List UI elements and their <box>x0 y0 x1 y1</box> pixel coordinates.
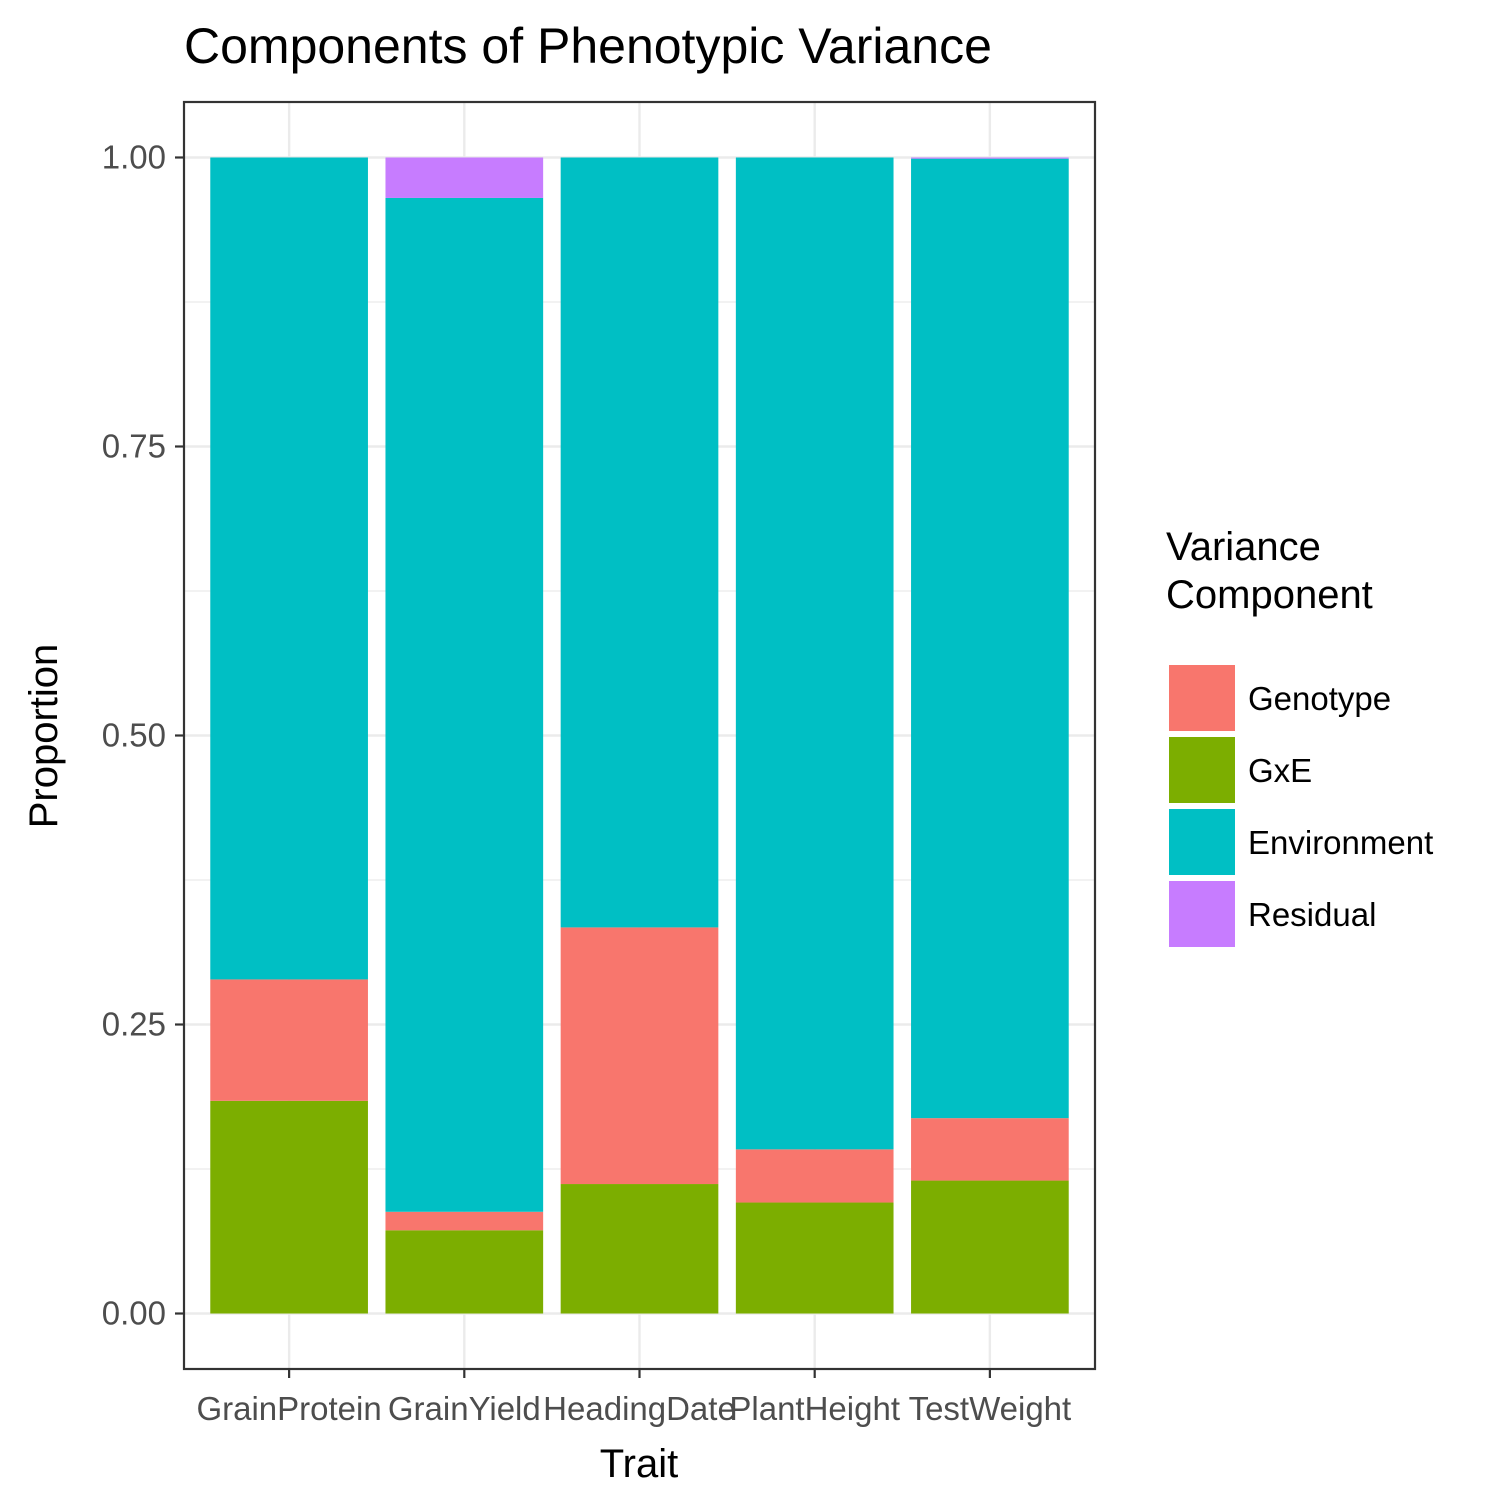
legend-title: Variance Component <box>1166 525 1373 617</box>
bar-segment-grainprotein-gxe <box>210 1100 368 1314</box>
x-tick-label: GrainProtein <box>196 1390 381 1427</box>
x-tick-label: GrainYield <box>388 1390 541 1427</box>
bar-segment-testweight-environment <box>911 158 1069 1119</box>
x-tick-label: HeadingDate <box>543 1390 736 1427</box>
bar-segment-headingdate-gxe <box>560 1184 719 1314</box>
y-axis-title: Proportion <box>22 644 66 829</box>
y-tick-label: 1.00 <box>102 138 166 175</box>
bar-segment-testweight-genotype <box>911 1118 1069 1181</box>
bar-segment-grainyield-genotype <box>385 1211 544 1231</box>
x-axis: GrainProtein GrainYield HeadingDatePlantHe… <box>196 1369 1071 1427</box>
bar-segment-headingdate-genotype <box>560 927 719 1185</box>
x-tick-label: TestWeight <box>909 1390 1072 1427</box>
bar-segment-grainyield-environment <box>385 197 544 1212</box>
legend-key-genotype <box>1169 665 1235 731</box>
bar-segment-testweight-gxe <box>911 1180 1069 1314</box>
y-tick-label: 0.75 <box>102 427 166 464</box>
bar-segment-plantheight-gxe <box>735 1202 894 1314</box>
legend-label-gxe: GxE <box>1248 752 1312 789</box>
bar-segment-grainyield-residual <box>385 157 544 198</box>
legend: Variance Component Genotype GxE Environment R… <box>1166 525 1433 947</box>
y-axis: 0.00 0.25 0.50 0.75 1.00 <box>102 138 184 1332</box>
x-axis-title: Trait <box>600 1442 679 1486</box>
y-tick-label: 0.00 <box>102 1295 166 1332</box>
legend-key-environment <box>1169 809 1235 875</box>
bar-segment-grainyield-gxe <box>385 1230 544 1314</box>
bar-segment-headingdate-environment <box>560 157 719 928</box>
y-tick-label: 0.50 <box>102 717 166 754</box>
bar-segment-plantheight-genotype <box>735 1149 894 1203</box>
chart-title: Components of Phenotypic Variance <box>184 18 992 74</box>
bars <box>210 157 1069 1314</box>
y-tick-label: 0.25 <box>102 1006 166 1043</box>
bar-segment-grainprotein-genotype <box>210 979 368 1101</box>
legend-key-residual <box>1169 881 1235 947</box>
bar-segment-plantheight-environment <box>735 157 894 1150</box>
legend-label-environment: Environment <box>1248 824 1433 861</box>
legend-label-residual: Residual <box>1248 896 1376 933</box>
legend-key-gxe <box>1169 737 1235 803</box>
x-tick-label: PlantHeight <box>729 1390 900 1427</box>
legend-label-genotype: Genotype <box>1248 680 1391 717</box>
bar-segment-grainprotein-environment <box>210 157 368 980</box>
bar-segment-testweight-residual <box>911 157 1069 159</box>
